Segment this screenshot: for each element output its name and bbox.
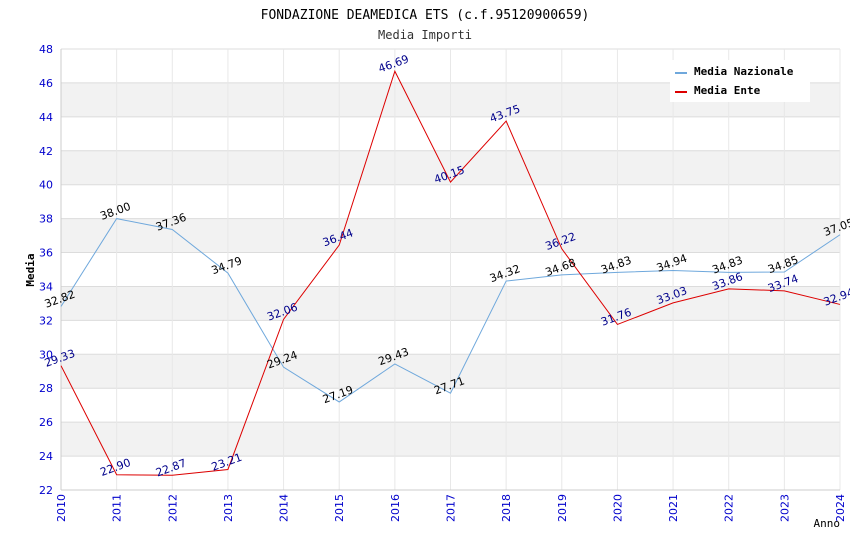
x-tick-labels: 2010 2011 2012 2013 2014 2015 2016 2017 2018 2019… <box>55 494 847 522</box>
x-tick-label: 2021 <box>667 494 680 522</box>
y-tick-label: 44 <box>39 111 53 124</box>
x-tick-label: 2015 <box>333 494 346 522</box>
series-lines <box>60 69 841 476</box>
y-tick-label: 34 <box>39 280 53 293</box>
y-tick-label: 24 <box>39 450 53 463</box>
x-tick-label: 2024 <box>834 494 847 522</box>
y-tick-label: 22 <box>39 484 53 497</box>
x-tick-label: 2012 <box>166 494 179 522</box>
x-tick-label: 2013 <box>222 494 235 522</box>
x-tick-label: 2019 <box>556 494 569 522</box>
y-tick-label: 26 <box>39 416 53 429</box>
grid-lines <box>60 48 841 491</box>
chart-title: FONDAZIONE DEAMEDICA ETS (c.f.9512090065… <box>261 8 590 23</box>
y-tick-label: 36 <box>39 247 53 260</box>
x-tick-label: 2010 <box>55 494 68 522</box>
legend-label-media-nazionale: Media Nazionale <box>694 65 794 78</box>
y-tick-label: 42 <box>39 145 53 158</box>
y-tick-labels: 22 24 26 28 30 32 34 36 38 40 42 44 46 48 <box>39 43 53 497</box>
x-tick-label: 2011 <box>111 494 124 522</box>
data-label-media-nazionale: 34.32 <box>488 262 522 285</box>
axes <box>60 49 840 491</box>
x-tick-label: 2018 <box>500 494 513 522</box>
series-line-media-ente <box>60 69 841 476</box>
x-tick-label: 2023 <box>778 494 791 522</box>
y-tick-label: 28 <box>39 382 53 395</box>
data-label-media-ente: 22.90 <box>98 456 132 479</box>
x-tick-label: 2020 <box>611 494 624 522</box>
x-tick-label: 2014 <box>278 494 291 522</box>
chart-subtitle: Media Importi <box>378 28 472 42</box>
x-tick-label: 2017 <box>445 494 458 522</box>
legend-box <box>670 60 810 102</box>
data-label-media-nazionale: 34.83 <box>599 254 633 277</box>
x-axis-label: Anno <box>814 517 841 530</box>
y-tick-label: 48 <box>39 43 53 56</box>
data-label-media-nazionale: 34.79 <box>210 254 244 277</box>
series-line-media-nazionale <box>60 218 841 403</box>
y-tick-label: 38 <box>39 213 53 226</box>
y-tick-label: 32 <box>39 314 53 327</box>
legend: Media Nazionale Media Ente <box>670 60 810 102</box>
data-label-media-ente: 22.87 <box>154 456 188 479</box>
y-tick-label: 30 <box>39 348 53 361</box>
x-tick-label: 2016 <box>389 494 402 522</box>
y-axis-label: Media <box>24 253 37 286</box>
y-tick-label: 46 <box>39 77 53 90</box>
x-tick-label: 2022 <box>723 494 736 522</box>
data-label-media-nazionale: 34.68 <box>544 256 578 279</box>
y-tick-label: 40 <box>39 179 53 192</box>
legend-label-media-ente: Media Ente <box>694 84 761 97</box>
data-label-media-ente: 46.69 <box>377 52 411 75</box>
